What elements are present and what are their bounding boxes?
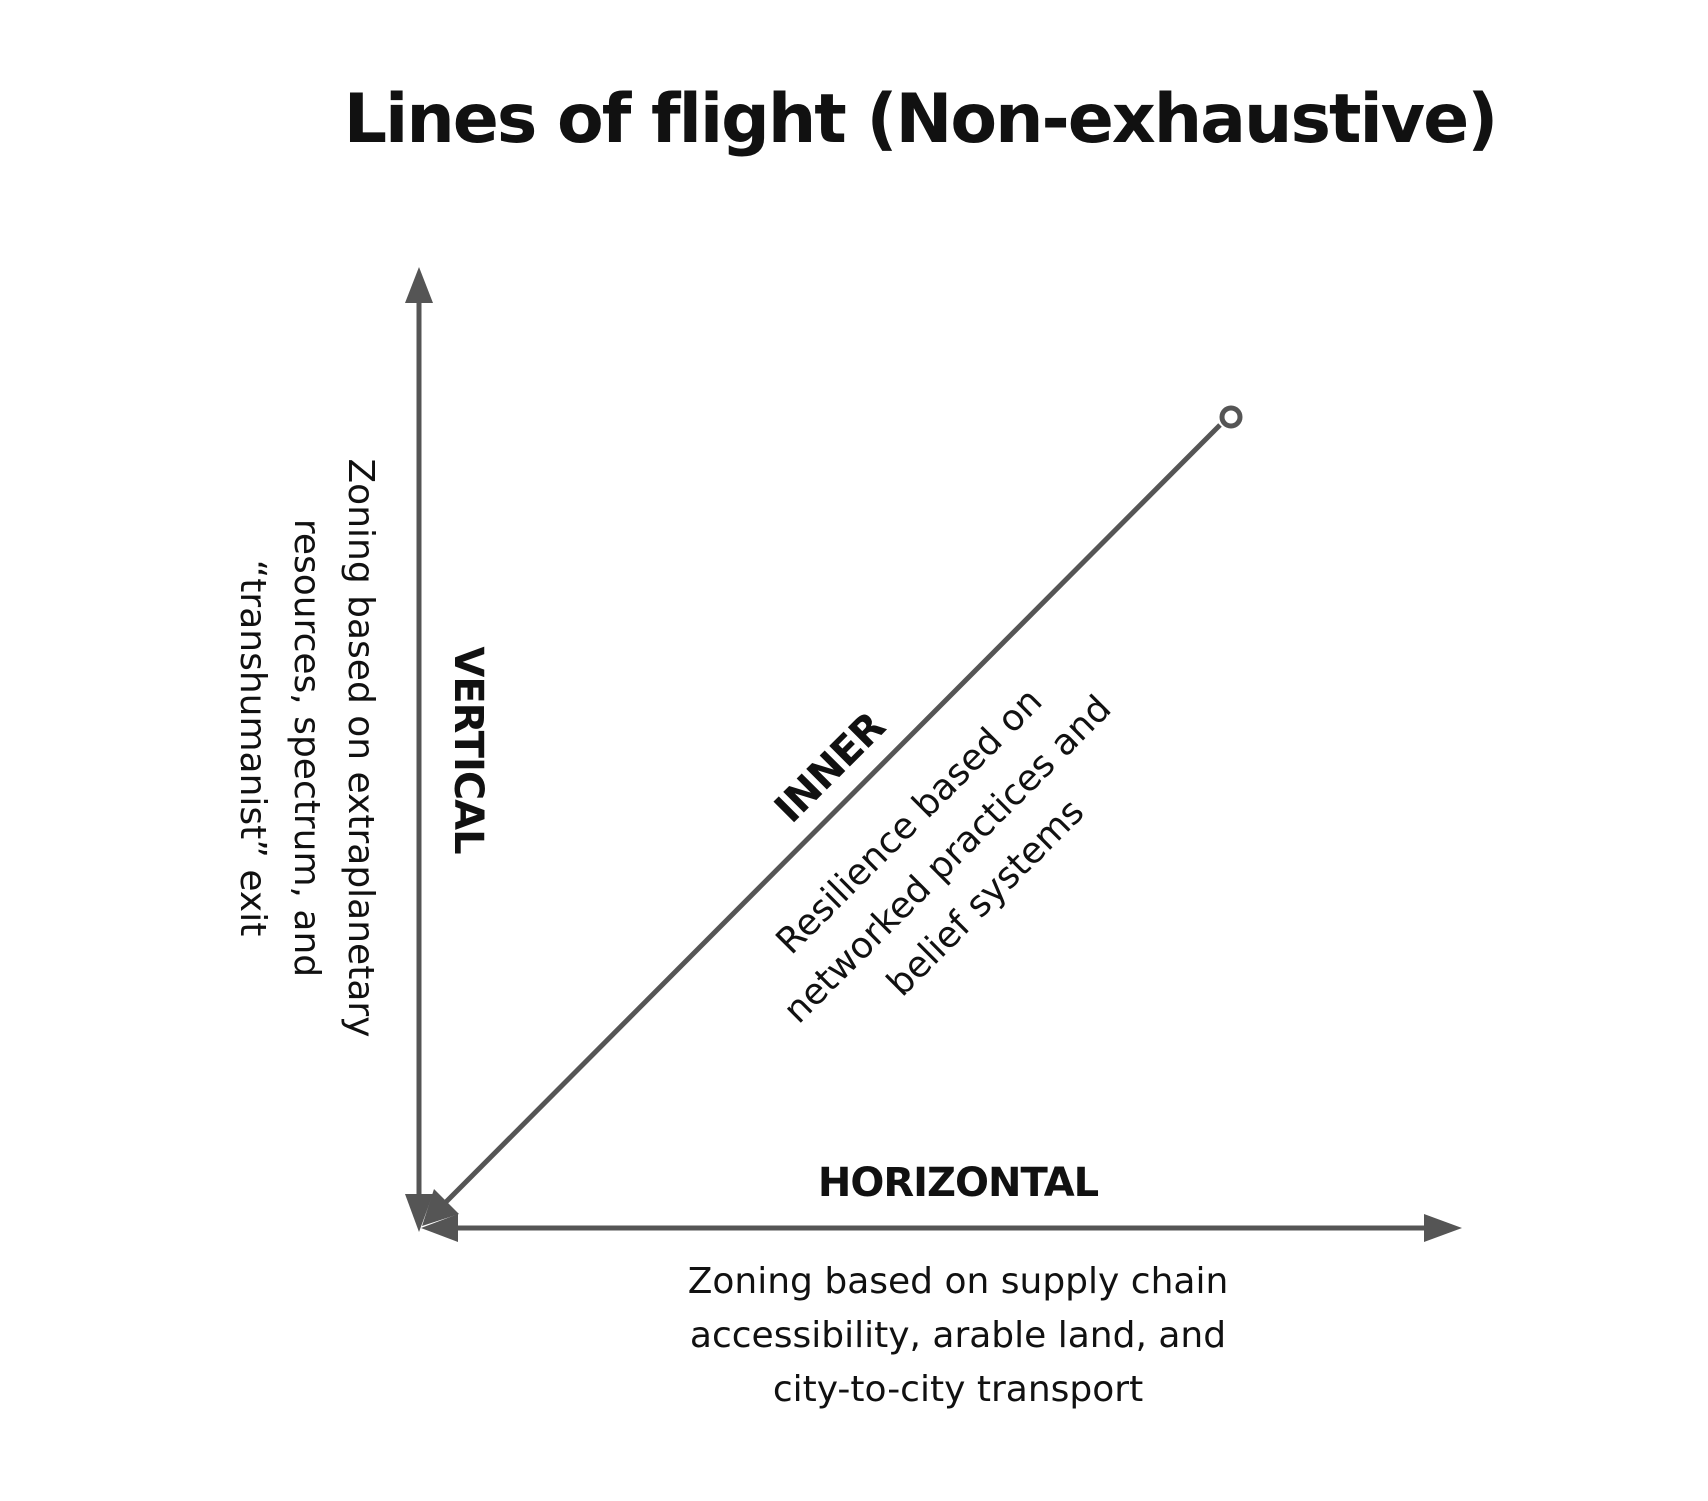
vertical-arrow-up-icon bbox=[405, 267, 433, 303]
vertical-label: VERTICAL bbox=[445, 646, 491, 854]
horizontal-label: HORIZONTAL bbox=[817, 1160, 1099, 1206]
horizontal-description-line: accessibility, arable land, and bbox=[689, 1315, 1227, 1356]
inner-endpoint-circle bbox=[1219, 405, 1243, 429]
inner-diagonal-line bbox=[436, 423, 1222, 1212]
vertical-arrow-down-icon bbox=[405, 1194, 433, 1232]
vertical-description-line: resources, spectrum, and bbox=[286, 518, 327, 978]
diagram-title: Lines of flight (Non-exhaustive) bbox=[343, 80, 1499, 159]
inner-arrow-head-icon bbox=[422, 1189, 459, 1226]
horizontal-arrow-left-icon bbox=[421, 1214, 458, 1242]
horizontal-description: Zoning based on supply chain accessibili… bbox=[688, 1255, 1229, 1417]
horizontal-description-line: Zoning based on supply chain bbox=[687, 1261, 1229, 1302]
vertical-description-line: Zoning based on extraplanetary bbox=[340, 458, 381, 1038]
vertical-description-line: “transhumanist” exit bbox=[232, 559, 273, 937]
vertical-description: Zoning based on extraplanetary resources… bbox=[225, 459, 387, 1038]
horizontal-description-line: city-to-city transport bbox=[772, 1369, 1144, 1410]
horizontal-arrow-right-icon bbox=[1424, 1214, 1462, 1242]
